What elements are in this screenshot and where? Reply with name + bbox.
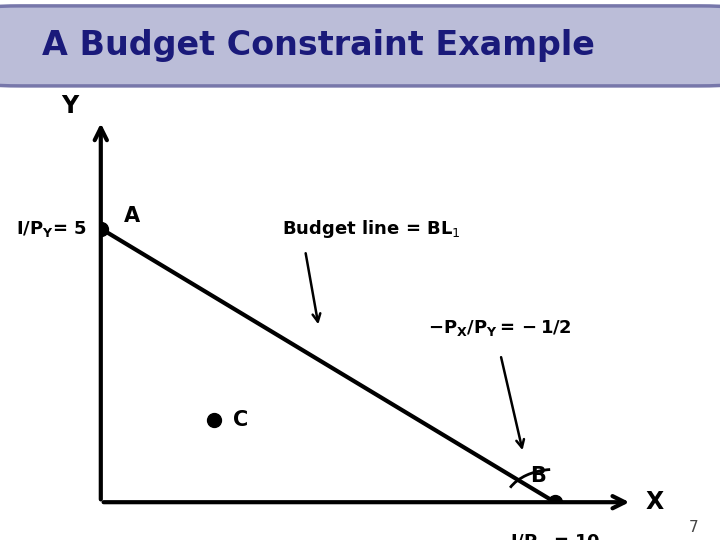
Text: Y: Y xyxy=(61,94,78,118)
Point xyxy=(95,224,107,233)
Text: 7: 7 xyxy=(689,519,698,535)
Text: I/P$_\mathbf{X}$ = 10: I/P$_\mathbf{X}$ = 10 xyxy=(510,532,600,540)
FancyBboxPatch shape xyxy=(0,6,720,86)
Text: $\mathbf{-P_X/P_Y = -1/2}$: $\mathbf{-P_X/P_Y = -1/2}$ xyxy=(428,318,572,338)
Text: B: B xyxy=(530,466,546,486)
Text: A: A xyxy=(124,206,140,226)
Text: I/P$_\mathbf{Y}$= 5: I/P$_\mathbf{Y}$= 5 xyxy=(17,219,87,239)
Text: Budget line = BL$_1$: Budget line = BL$_1$ xyxy=(282,218,461,240)
Text: A Budget Constraint Example: A Budget Constraint Example xyxy=(42,29,595,63)
Point xyxy=(549,498,561,507)
Point xyxy=(209,416,220,424)
Text: C: C xyxy=(233,410,248,430)
Text: X: X xyxy=(646,490,664,514)
